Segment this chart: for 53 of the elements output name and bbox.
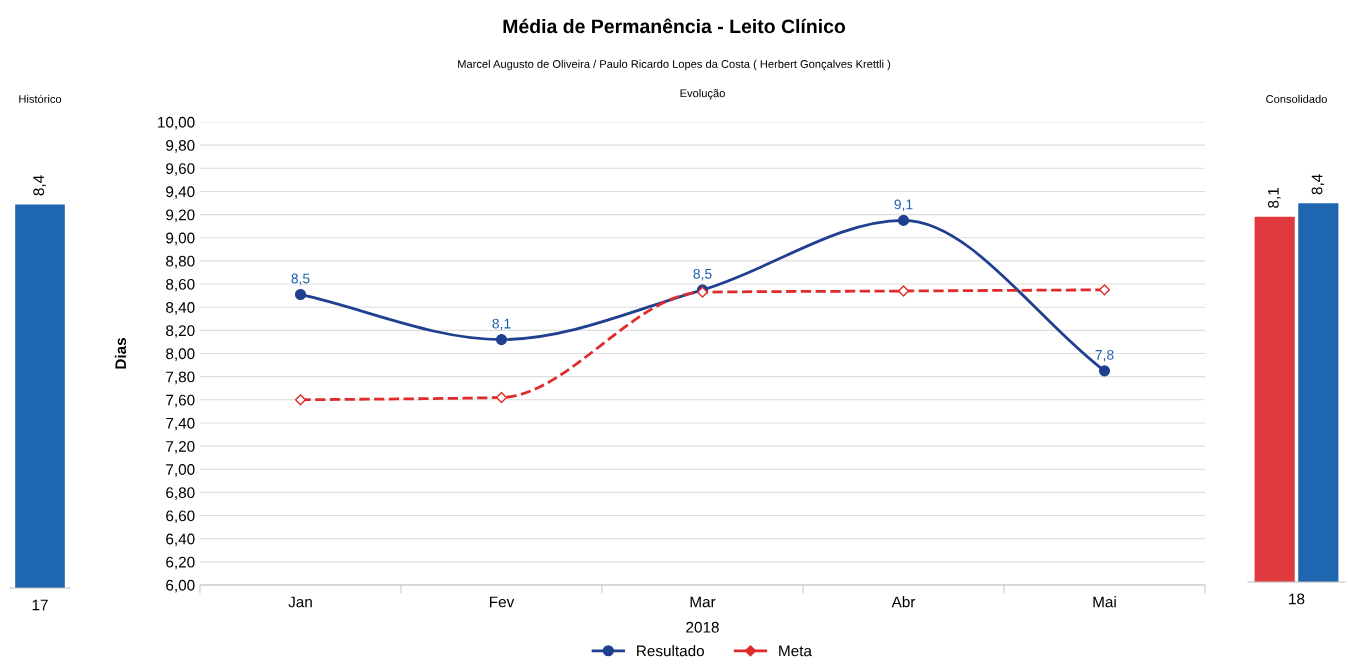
y-tick-label: 9,00	[166, 232, 195, 246]
y-tick-label: 7,20	[166, 440, 195, 454]
y-tick-label: 8,00	[166, 348, 195, 361]
y-tick-label: 8,20	[166, 325, 195, 338]
data-label: 8,1	[1267, 188, 1281, 208]
point	[495, 391, 508, 404]
x-tick-label: Abr	[891, 596, 916, 608]
chart-subtitle: Marcel Augusto de Oliveira / Paulo Ricardo Lopes da Costa ( Herbert Gonçalves Krettli )	[458, 59, 891, 71]
y-tick-label: 8,60	[166, 278, 195, 292]
y-tick-label: 9,80	[166, 140, 195, 153]
legend-label: Resultado	[637, 645, 704, 657]
point	[294, 394, 307, 406]
data-label: 9,1	[894, 199, 913, 211]
point	[1098, 365, 1111, 377]
point	[495, 334, 508, 346]
point	[294, 288, 307, 301]
data-label: 8,5	[291, 273, 310, 286]
y-tick-label: 8,40	[166, 302, 195, 315]
y-tick-label: 7,00	[166, 464, 195, 477]
y-tick-label: 6,00	[166, 579, 195, 593]
x-tick-label: Jan	[288, 596, 312, 608]
text: Evolução	[680, 89, 725, 100]
y-tick-label: 7,80	[166, 371, 195, 385]
y-tick-label: 6,20	[166, 556, 195, 570]
x-tick-label: Mai	[1093, 596, 1116, 608]
point	[897, 285, 910, 297]
data-label: 8,5	[693, 268, 712, 281]
y-tick-label: 9,20	[166, 209, 195, 223]
data-label: 8,4	[33, 175, 46, 196]
y-tick-label: 8,80	[166, 255, 195, 269]
y-tick-label: 10,00	[158, 116, 195, 130]
y-tick-label: 9,40	[166, 186, 195, 199]
chart-title: Média de Permanência - Leito Clínico	[503, 18, 846, 34]
y-axis-title: Dias	[114, 337, 127, 369]
point	[897, 214, 910, 226]
x-tick-label: Mar	[690, 596, 716, 608]
y-tick-label: 9,60	[166, 163, 195, 176]
data-label: 8,1	[492, 318, 511, 331]
chart-title: Histórico	[19, 94, 62, 103]
data-label: 8,4	[1311, 174, 1325, 195]
y-tick-label: 7,60	[166, 394, 195, 408]
legend-label: Meta	[779, 645, 812, 657]
x-tick-label: 18	[1289, 593, 1305, 605]
y-tick-label: 6,80	[166, 487, 195, 500]
y-tick-label: 7,40	[166, 417, 195, 431]
x-tick-label: 17	[32, 599, 48, 611]
y-tick-label: 6,40	[166, 533, 195, 547]
x-tick-label: Fev	[490, 596, 515, 608]
chart-title: Consolidado	[1266, 94, 1327, 103]
x-axis-title: 2018	[686, 621, 719, 633]
point	[1098, 284, 1111, 296]
data-label: 7,8	[1095, 349, 1114, 362]
y-tick-label: 6,60	[166, 510, 195, 524]
